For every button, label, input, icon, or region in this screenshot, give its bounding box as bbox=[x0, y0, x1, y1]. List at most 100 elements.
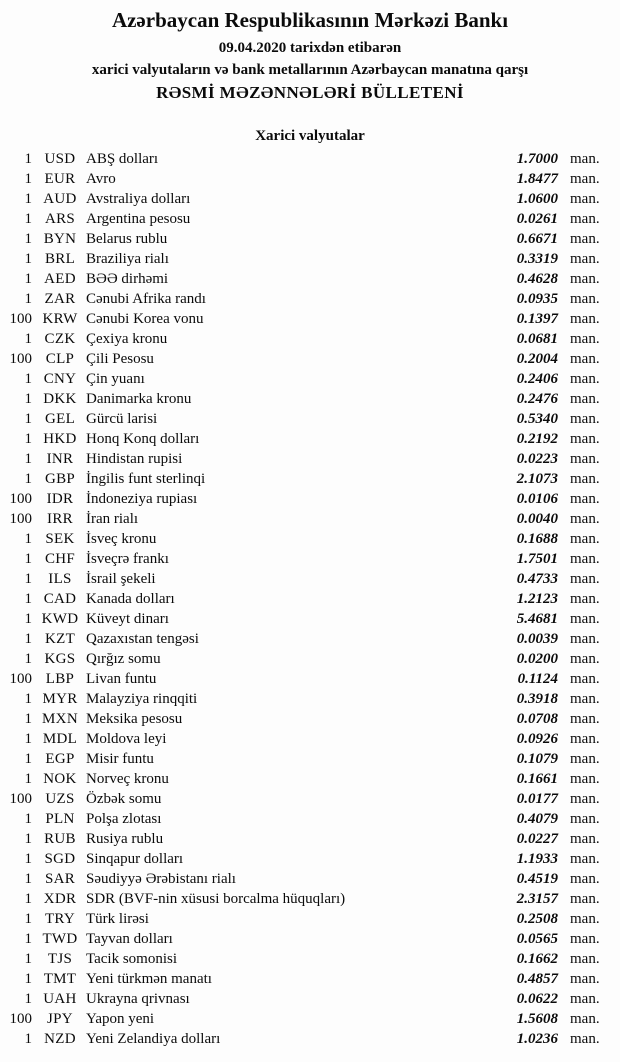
currency-name: Ukrayna qrivnası bbox=[86, 991, 190, 1007]
rate-row: 1 INR Hindistan rupisi 0.0223 man. bbox=[0, 449, 620, 469]
rate-row: 1 GBP İngilis funt sterlinqi 2.1073 man. bbox=[0, 469, 620, 489]
rate-value: 1.7000 bbox=[516, 151, 558, 167]
rate-value: 1.8477 bbox=[516, 171, 558, 187]
unit-label: man. bbox=[570, 551, 600, 567]
currency-quantity: 1 bbox=[24, 891, 33, 907]
rate-value: 0.0223 bbox=[516, 451, 558, 467]
currency-name: BƏƏ dirhəmi bbox=[86, 271, 169, 287]
currency-quantity: 1 bbox=[24, 591, 33, 607]
bulletin-title: RƏSMİ MƏZƏNNƏLƏRİ BÜLLETENİ bbox=[156, 83, 464, 102]
rate-value: 0.0227 bbox=[516, 831, 558, 847]
unit-label: man. bbox=[570, 1031, 600, 1047]
rate-value: 1.0600 bbox=[516, 191, 558, 207]
rate-value: 0.2004 bbox=[516, 351, 558, 367]
currency-name: Braziliya rialı bbox=[86, 251, 169, 267]
currency-name: Çin yuanı bbox=[86, 371, 145, 387]
unit-label: man. bbox=[570, 911, 600, 927]
rate-row: 100 IRR İran rialı 0.0040 man. bbox=[0, 509, 620, 529]
currency-quantity: 1 bbox=[24, 451, 33, 467]
currency-name: Tacik somonisi bbox=[86, 951, 178, 967]
rate-value: 0.2406 bbox=[516, 371, 558, 387]
unit-label: man. bbox=[570, 651, 600, 667]
rate-value: 0.1688 bbox=[516, 531, 558, 547]
currency-quantity: 1 bbox=[24, 291, 33, 307]
currency-code: KWD bbox=[41, 611, 79, 627]
rate-value: 0.1079 bbox=[516, 751, 558, 767]
unit-label: man. bbox=[570, 891, 600, 907]
currency-name: Cənubi Afrika randı bbox=[86, 291, 206, 307]
unit-label: man. bbox=[570, 831, 600, 847]
rate-row: 1 SEK İsveç kronu 0.1688 man. bbox=[0, 529, 620, 549]
currency-name: Səudiyyə Ərəbistanı rialı bbox=[86, 871, 236, 887]
currency-quantity: 1 bbox=[24, 951, 33, 967]
currency-quantity: 100 bbox=[9, 511, 33, 527]
rate-value: 0.4519 bbox=[516, 871, 558, 887]
currency-name: Avstraliya dolları bbox=[86, 191, 191, 207]
currency-code: PLN bbox=[45, 811, 75, 827]
rate-value: 0.3319 bbox=[516, 251, 558, 267]
currency-quantity: 1 bbox=[24, 551, 33, 567]
unit-label: man. bbox=[570, 771, 600, 787]
rate-value: 0.2508 bbox=[516, 911, 558, 927]
currency-name: Cənubi Korea vonu bbox=[86, 311, 204, 327]
currency-name: Moldova leyi bbox=[86, 731, 167, 747]
unit-label: man. bbox=[570, 751, 600, 767]
rate-value: 0.4079 bbox=[516, 811, 558, 827]
currency-name: Özbək somu bbox=[86, 791, 162, 807]
rate-value: 5.4681 bbox=[516, 611, 558, 627]
currency-name: Misir funtu bbox=[86, 751, 154, 767]
currency-quantity: 1 bbox=[24, 151, 33, 167]
currency-quantity: 1 bbox=[24, 691, 33, 707]
rate-row: 1 NOK Norveç kronu 0.1661 man. bbox=[0, 769, 620, 789]
rate-row: 100 JPY Yapon yeni 1.5608 man. bbox=[0, 1009, 620, 1029]
currency-name: Tayvan dolları bbox=[86, 931, 173, 947]
currency-quantity: 1 bbox=[24, 171, 33, 187]
rate-value: 0.0040 bbox=[516, 511, 558, 527]
rate-row: 1 ZAR Cənubi Afrika randı 0.0935 man. bbox=[0, 289, 620, 309]
rate-row: 1 AED BƏƏ dirhəmi 0.4628 man. bbox=[0, 269, 620, 289]
currency-code: NZD bbox=[44, 1031, 76, 1047]
rate-row: 1 MDL Moldova leyi 0.0926 man. bbox=[0, 729, 620, 749]
currency-code: AED bbox=[44, 271, 76, 287]
currency-name: Yapon yeni bbox=[86, 1011, 155, 1027]
rate-row: 1 NZD Yeni Zelandiya dolları 1.0236 man. bbox=[0, 1029, 620, 1049]
currency-code: CHF bbox=[44, 551, 76, 567]
rate-value: 0.5340 bbox=[516, 411, 558, 427]
rate-row: 1 HKD Honq Konq dolları 0.2192 man. bbox=[0, 429, 620, 449]
rate-row: 1 SAR Səudiyyə Ərəbistanı rialı 0.4519 m… bbox=[0, 869, 620, 889]
rate-value: 0.1662 bbox=[516, 951, 558, 967]
unit-label: man. bbox=[570, 471, 600, 487]
currency-quantity: 1 bbox=[24, 871, 33, 887]
currency-code: ARS bbox=[44, 211, 76, 227]
currency-code: MDL bbox=[42, 731, 78, 747]
currency-name: Danimarka kronu bbox=[86, 391, 192, 407]
rate-row: 1 MXN Meksika pesosu 0.0708 man. bbox=[0, 709, 620, 729]
rate-value: 0.2476 bbox=[516, 391, 558, 407]
unit-label: man. bbox=[570, 351, 600, 367]
currency-quantity: 1 bbox=[24, 731, 33, 747]
currency-name: Yeni türkmən manatı bbox=[86, 971, 212, 987]
rate-value: 0.4733 bbox=[516, 571, 558, 587]
currency-name: Qazaxıstan tengəsi bbox=[86, 631, 199, 647]
rate-row: 1 CZK Çexiya kronu 0.0681 man. bbox=[0, 329, 620, 349]
currency-code: AUD bbox=[43, 191, 77, 207]
currency-quantity: 1 bbox=[24, 971, 33, 987]
currency-code: XDR bbox=[43, 891, 77, 907]
rate-value: 2.3157 bbox=[516, 891, 558, 907]
currency-code: NOK bbox=[43, 771, 77, 787]
rate-row: 100 CLP Çili Pesosu 0.2004 man. bbox=[0, 349, 620, 369]
currency-code: SGD bbox=[44, 851, 76, 867]
unit-label: man. bbox=[570, 1011, 600, 1027]
currency-quantity: 1 bbox=[24, 631, 33, 647]
currency-quantity: 1 bbox=[24, 191, 33, 207]
rate-row: 1 PLN Polşa zlotası 0.4079 man. bbox=[0, 809, 620, 829]
currency-code: SAR bbox=[44, 871, 76, 887]
rate-value: 0.1661 bbox=[516, 771, 558, 787]
rate-row: 1 CAD Kanada dolları 1.2123 man. bbox=[0, 589, 620, 609]
rate-value: 0.0261 bbox=[516, 211, 558, 227]
rate-value: 0.0926 bbox=[516, 731, 558, 747]
currency-code: TMT bbox=[43, 971, 77, 987]
rate-value: 0.6671 bbox=[516, 231, 558, 247]
unit-label: man. bbox=[570, 591, 600, 607]
